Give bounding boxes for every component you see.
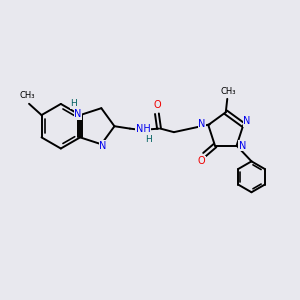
Text: H: H xyxy=(70,99,77,108)
Text: O: O xyxy=(198,156,206,166)
Text: NH: NH xyxy=(136,124,151,134)
Text: H: H xyxy=(145,135,152,144)
Text: O: O xyxy=(154,100,161,110)
Text: N: N xyxy=(198,119,206,129)
Text: N: N xyxy=(244,116,251,126)
Text: N: N xyxy=(74,109,81,119)
Text: CH₃: CH₃ xyxy=(220,87,236,96)
Text: CH₃: CH₃ xyxy=(20,91,35,100)
Text: N: N xyxy=(99,141,106,151)
Text: N: N xyxy=(239,141,246,151)
